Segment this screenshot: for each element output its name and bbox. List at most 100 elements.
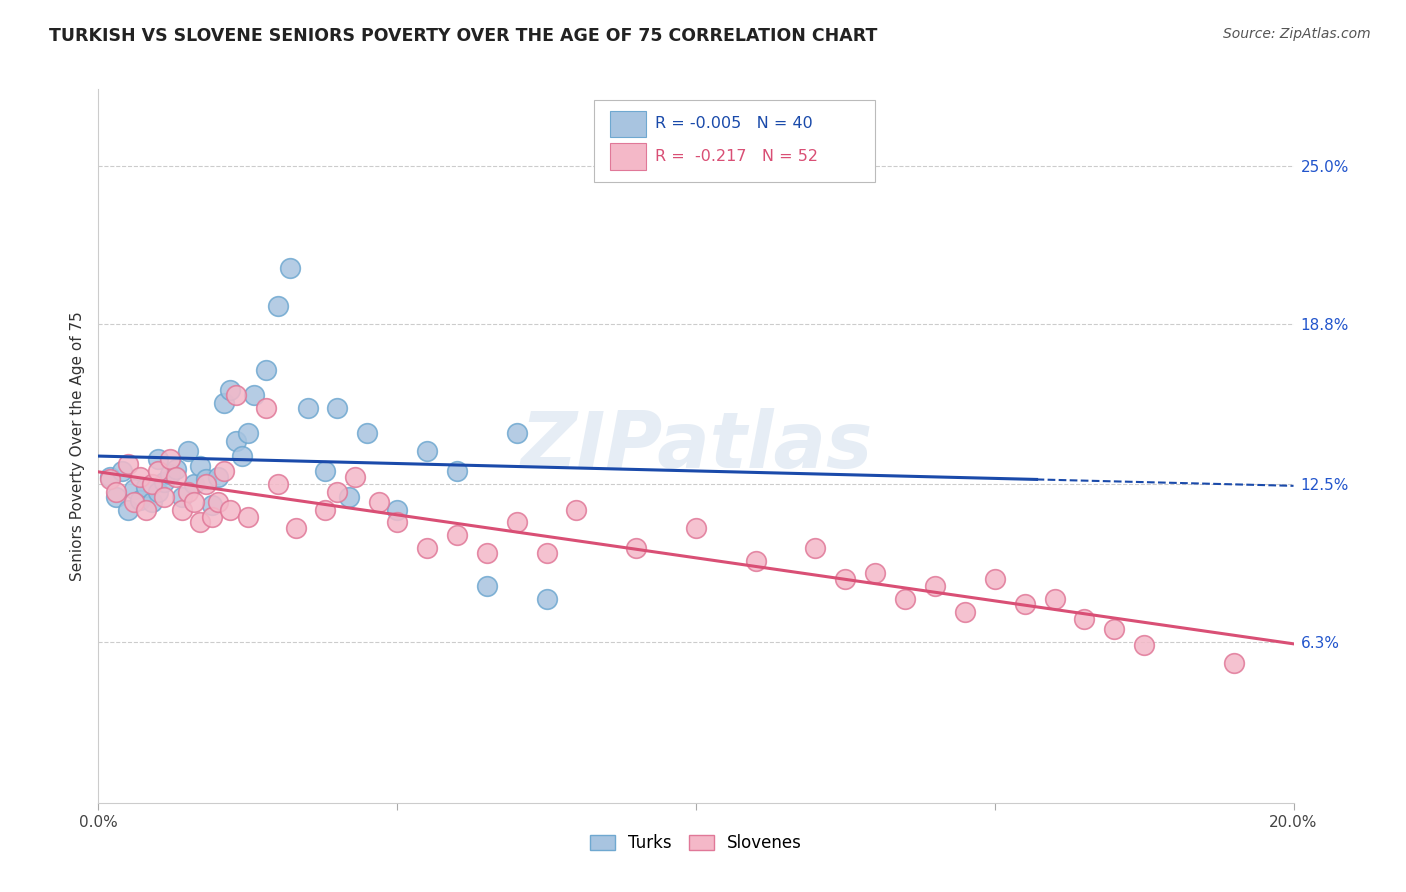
Point [177, 484, 200, 499]
Point [804, 541, 827, 555]
Point [315, 465, 337, 479]
Point [212, 395, 235, 409]
Point [1014, 597, 1036, 611]
Point [195, 477, 218, 491]
Point [183, 495, 205, 509]
Point [207, 495, 229, 509]
Point [315, 502, 337, 516]
Point [446, 465, 468, 479]
Point [344, 469, 367, 483]
Point [284, 520, 307, 534]
Point [953, 605, 976, 619]
Point [141, 477, 163, 491]
Point [385, 516, 409, 530]
Point [924, 579, 946, 593]
Point [278, 260, 301, 275]
Point [536, 591, 558, 606]
Point [297, 401, 319, 415]
Point [207, 469, 229, 483]
Point [219, 383, 242, 397]
FancyBboxPatch shape [610, 111, 645, 137]
Point [243, 388, 266, 402]
Point [177, 444, 200, 458]
Point [188, 516, 211, 530]
Text: R = -0.005   N = 40: R = -0.005 N = 40 [655, 116, 813, 131]
Point [236, 510, 259, 524]
Point [159, 467, 181, 481]
Point [446, 528, 468, 542]
Point [416, 444, 439, 458]
Text: Source: ZipAtlas.com: Source: ZipAtlas.com [1223, 27, 1371, 41]
Point [141, 495, 163, 509]
Point [225, 388, 247, 402]
Point [98, 469, 122, 483]
Point [219, 502, 242, 516]
Point [225, 434, 247, 448]
Point [565, 502, 588, 516]
Point [111, 465, 134, 479]
Point [368, 495, 391, 509]
Point [236, 426, 259, 441]
Point [267, 477, 290, 491]
Point [506, 516, 529, 530]
Point [326, 401, 349, 415]
Point [124, 495, 146, 509]
Legend: Turks, Slovenes: Turks, Slovenes [583, 828, 808, 859]
Point [117, 502, 139, 516]
Point [172, 490, 194, 504]
Point [98, 472, 122, 486]
Point [188, 459, 211, 474]
Point [685, 520, 707, 534]
Point [165, 469, 187, 483]
Text: TURKISH VS SLOVENE SENIORS POVERTY OVER THE AGE OF 75 CORRELATION CHART: TURKISH VS SLOVENE SENIORS POVERTY OVER … [49, 27, 877, 45]
Point [183, 477, 205, 491]
Point [201, 498, 224, 512]
Point [536, 546, 558, 560]
Point [254, 401, 277, 415]
Point [834, 572, 856, 586]
Point [148, 484, 170, 499]
Point [626, 541, 648, 555]
Point [1043, 591, 1066, 606]
Point [129, 492, 152, 507]
Point [212, 465, 235, 479]
Point [105, 490, 128, 504]
FancyBboxPatch shape [595, 100, 876, 182]
FancyBboxPatch shape [610, 144, 645, 169]
Point [339, 490, 361, 504]
Point [135, 502, 157, 516]
Point [148, 451, 170, 466]
Point [153, 490, 176, 504]
Text: ZIPatlas: ZIPatlas [520, 408, 872, 484]
Point [356, 426, 378, 441]
Point [165, 462, 187, 476]
Point [159, 451, 181, 466]
Point [984, 572, 1007, 586]
Point [231, 449, 253, 463]
Point [153, 475, 176, 489]
Point [506, 426, 529, 441]
Point [416, 541, 439, 555]
Point [254, 362, 277, 376]
Point [129, 469, 152, 483]
Text: R =  -0.217   N = 52: R = -0.217 N = 52 [655, 149, 818, 164]
Point [1073, 612, 1095, 626]
Point [201, 510, 224, 524]
Y-axis label: Seniors Poverty Over the Age of 75: Seniors Poverty Over the Age of 75 [69, 311, 84, 581]
Point [195, 472, 218, 486]
Point [385, 502, 409, 516]
Point [135, 480, 157, 494]
Point [475, 546, 498, 560]
Point [1104, 623, 1126, 637]
Point [894, 591, 917, 606]
Point [475, 579, 498, 593]
Point [865, 566, 887, 581]
Point [124, 483, 146, 497]
Point [148, 465, 170, 479]
Point [117, 457, 139, 471]
Point [105, 484, 128, 499]
Point [1133, 638, 1156, 652]
Point [172, 502, 194, 516]
Point [745, 554, 768, 568]
Point [1223, 656, 1246, 670]
